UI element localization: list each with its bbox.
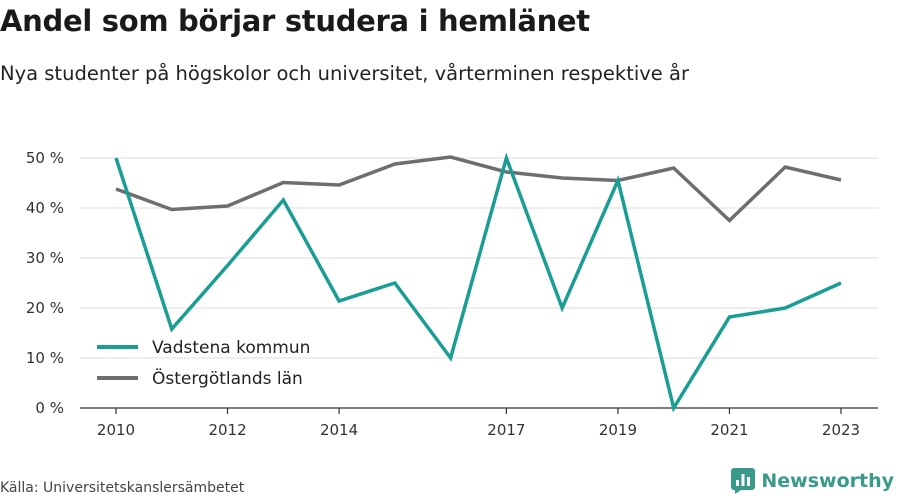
x-tick-label: 2017	[487, 421, 525, 439]
x-tick-label: 2023	[822, 421, 860, 439]
y-tick-label: 50 %	[26, 149, 64, 167]
y-tick-label: 0 %	[35, 399, 64, 417]
series-line	[114, 152, 842, 413]
legend: Vadstena kommun Östergötlands län	[97, 338, 310, 389]
source-note: Källa: Universitetskanslersämbetet	[0, 480, 245, 496]
line-chart: 0 % 10 % 20 % 30 % 40 % 50 % 2010 2012 2014 2017…	[26, 149, 878, 439]
bar-chart-icon	[731, 468, 756, 494]
chart-title: Andel som börjar studera i hemlänet	[0, 4, 590, 38]
x-tick-label: 2021	[710, 421, 748, 439]
legend-label: Östergötlands län	[152, 367, 303, 389]
y-tick-label: 10 %	[26, 349, 64, 367]
series-line	[115, 155, 842, 223]
legend-label: Vadstena kommun	[152, 338, 310, 358]
x-tick-label: 2019	[599, 421, 637, 439]
x-tick-label: 2012	[208, 421, 246, 439]
x-tick-label: 2010	[97, 421, 135, 439]
series-lines	[114, 152, 842, 413]
y-tick-label: 30 %	[26, 249, 64, 267]
brand-logo[interactable]: Newsworthy	[731, 468, 894, 494]
brand-name: Newsworthy	[761, 470, 894, 492]
y-tick-label: 20 %	[26, 299, 64, 317]
chart-subtitle: Nya studenter på högskolor och universit…	[0, 62, 689, 85]
y-tick-label: 40 %	[26, 199, 64, 217]
x-axis: 2010 2012 2014 2017 2019 2021 2023	[80, 407, 878, 439]
y-axis-ticks: 0 % 10 % 20 % 30 % 40 % 50 %	[26, 149, 64, 417]
x-tick-label: 2014	[320, 421, 358, 439]
